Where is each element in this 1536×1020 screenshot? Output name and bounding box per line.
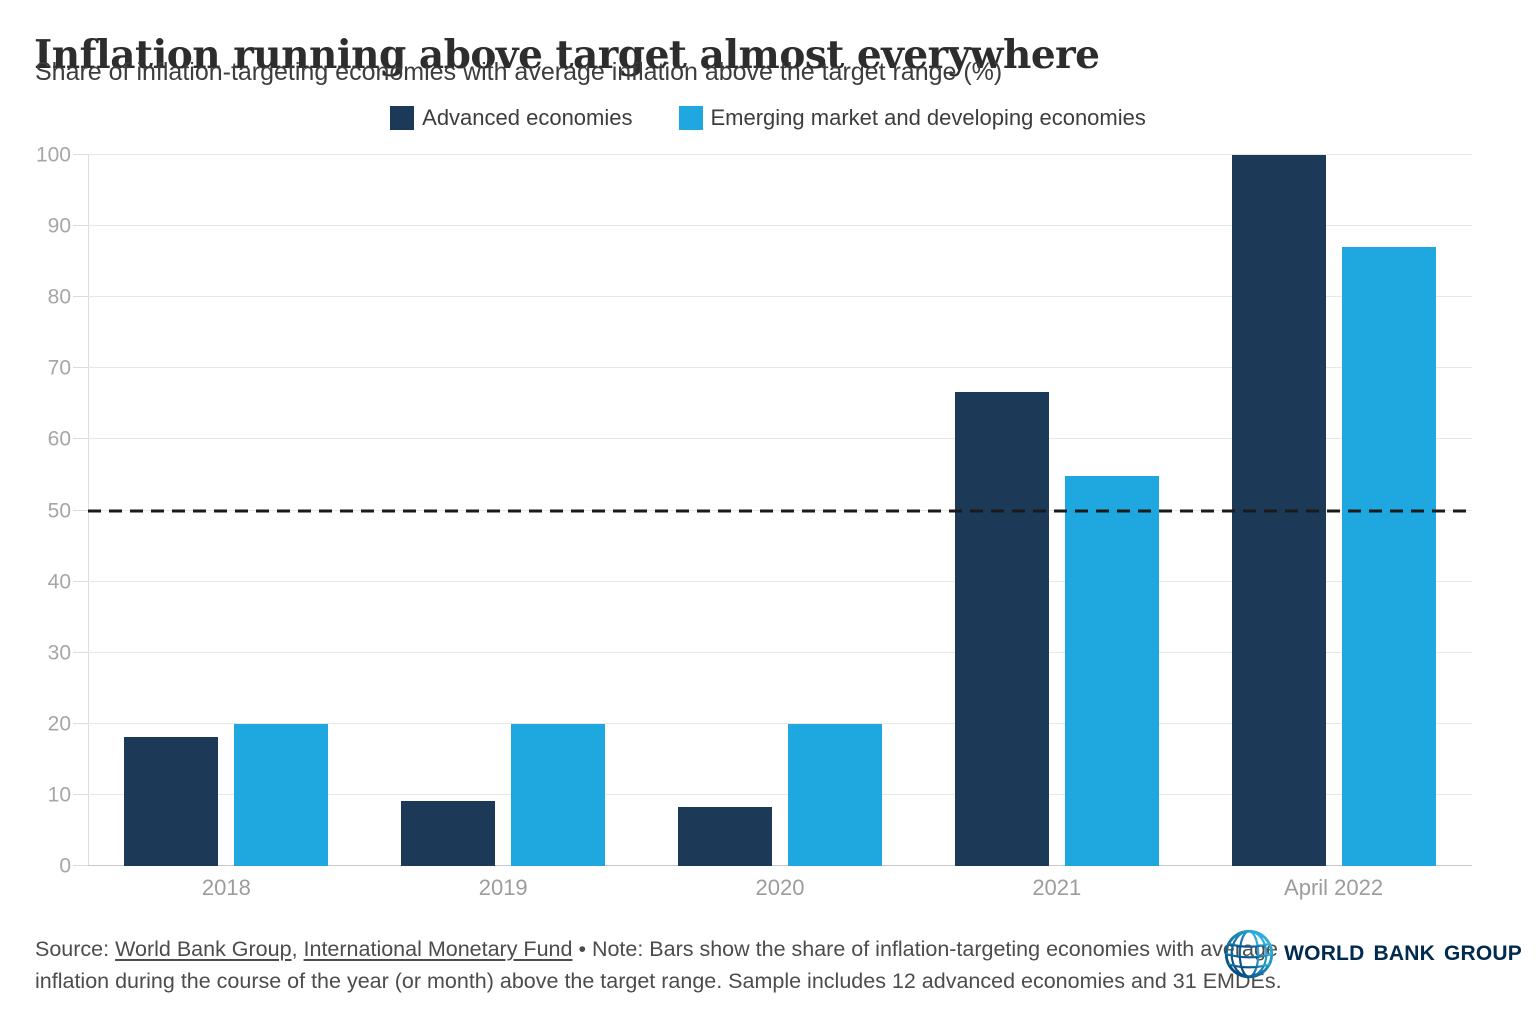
comma: , bbox=[291, 936, 298, 961]
bar-advanced-2018 bbox=[124, 736, 219, 866]
world-bank-group-logo: WORLD BANK GROUP bbox=[1223, 928, 1522, 980]
y-axis-label-60: 60 bbox=[47, 427, 71, 451]
gridline-100 bbox=[88, 154, 1472, 155]
world-bank-globe-icon bbox=[1224, 929, 1274, 979]
bar-groups: 2018 2019 2020 2021 April 2022 bbox=[88, 155, 1472, 900]
y-tick-60 bbox=[73, 438, 88, 440]
y-axis-label-100: 100 bbox=[35, 143, 71, 167]
y-tick-90 bbox=[73, 225, 88, 227]
note-text: • Note: Bars show the share of inflation… bbox=[35, 936, 1282, 993]
x-axis-label: 2019 bbox=[478, 875, 528, 900]
y-tick-40 bbox=[73, 580, 88, 582]
bar-emerging-april-2022 bbox=[1341, 246, 1436, 866]
bar-advanced-2019 bbox=[401, 801, 496, 866]
legend-swatch-advanced-icon bbox=[390, 106, 415, 130]
y-axis-label-40: 40 bbox=[47, 570, 71, 594]
bar-emerging-2020 bbox=[787, 723, 882, 866]
chart-subtitle: Share of inflation-targeting economies w… bbox=[35, 58, 1003, 86]
bar-group-2020: 2020 bbox=[642, 155, 919, 900]
x-axis-label: April 2022 bbox=[1284, 875, 1384, 900]
y-axis-label-20: 20 bbox=[47, 712, 71, 736]
source-label: Source: bbox=[35, 936, 110, 961]
gridline-70 bbox=[88, 367, 1472, 369]
world-bank-group-wordmark: WORLD BANK GROUP bbox=[1284, 942, 1522, 965]
link-world-bank-group[interactable]: World Bank Group bbox=[115, 936, 292, 961]
y-axis-label-90: 90 bbox=[47, 214, 71, 238]
y-tick-80 bbox=[73, 296, 88, 298]
bar-group-2018: 2018 bbox=[88, 155, 365, 900]
legend-swatch-emde-icon bbox=[678, 106, 703, 130]
source-note: Source: World Bank Group, International … bbox=[35, 933, 1291, 997]
y-axis-label-30: 30 bbox=[47, 641, 71, 665]
y-tick-10 bbox=[73, 793, 88, 795]
chart-legend: Advanced economies Emerging market and d… bbox=[0, 105, 1536, 131]
gridline-80 bbox=[88, 296, 1472, 298]
y-tick-20 bbox=[73, 722, 88, 724]
gridline-90 bbox=[88, 225, 1472, 227]
bar-advanced-2021 bbox=[954, 391, 1049, 866]
link-international-monetary-fund[interactable]: International Monetary Fund bbox=[303, 936, 573, 961]
bar-emerging-2019 bbox=[511, 723, 606, 866]
y-tick-50 bbox=[73, 509, 88, 511]
x-axis-label: 2018 bbox=[201, 875, 251, 900]
y-axis-label-0: 0 bbox=[59, 854, 71, 878]
gridline-0 bbox=[88, 865, 1472, 866]
bar-advanced-2020 bbox=[677, 807, 772, 866]
y-axis-label-10: 10 bbox=[47, 783, 71, 807]
y-axis-label-70: 70 bbox=[47, 356, 71, 380]
legend-label-advanced: Advanced economies bbox=[422, 105, 633, 130]
reference-line-50 bbox=[88, 509, 1472, 512]
bar-emerging-2021 bbox=[1064, 476, 1159, 866]
y-tick-100 bbox=[73, 154, 88, 155]
gridline-30 bbox=[88, 651, 1472, 653]
legend-item-advanced-economies: Advanced economies bbox=[390, 105, 633, 131]
plot-area: 0 10 20 30 40 50 60 70 80 90 100 2018 2019 2020 2021 Ap… bbox=[36, 145, 1472, 900]
bar-emerging-2018 bbox=[234, 723, 329, 866]
y-axis-label-80: 80 bbox=[47, 285, 71, 309]
gridline-40 bbox=[88, 580, 1472, 582]
legend-label-emde: Emerging market and developing economies bbox=[710, 105, 1146, 130]
y-tick-0 bbox=[73, 865, 88, 866]
y-tick-30 bbox=[73, 651, 88, 653]
bar-group-2021: 2021 bbox=[918, 155, 1195, 900]
gridline-60 bbox=[88, 438, 1472, 440]
bar-group-2019: 2019 bbox=[365, 155, 642, 900]
gridline-20 bbox=[88, 722, 1472, 724]
y-tick-70 bbox=[73, 367, 88, 369]
x-axis-label: 2020 bbox=[755, 875, 805, 900]
chart-title: Inflation running above target almost ev… bbox=[34, 32, 1100, 79]
x-axis-label: 2021 bbox=[1032, 875, 1082, 900]
y-axis-label-50: 50 bbox=[47, 499, 71, 522]
legend-item-emde: Emerging market and developing economies bbox=[678, 105, 1146, 131]
gridline-10 bbox=[88, 793, 1472, 795]
